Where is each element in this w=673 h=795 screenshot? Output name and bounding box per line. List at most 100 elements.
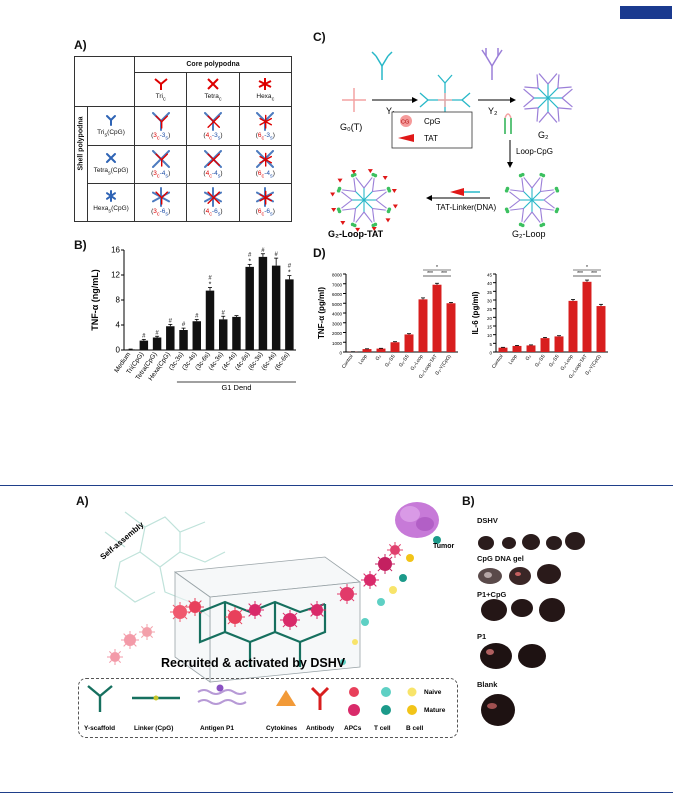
mature-label: Mature — [424, 707, 446, 714]
cell-2-1: (4c-6s) — [186, 182, 240, 223]
row-hexa: Hexas(CpG) — [87, 182, 135, 223]
y-tick-label: 4 — [116, 321, 121, 330]
bar — [232, 316, 241, 350]
bottom-b-label: B) — [462, 494, 475, 508]
bottom-a-label: A) — [76, 494, 89, 508]
legend-cpg: CpG — [424, 117, 440, 126]
cell-4 — [189, 601, 201, 613]
g0-label: G₀(T) — [340, 122, 362, 132]
tumors-dshv — [478, 532, 585, 550]
g0-core — [342, 88, 366, 112]
cell-2-0: (3c-6s) — [133, 182, 188, 223]
bcell-label: B cell — [406, 725, 424, 732]
y-tick-label: 15 — [487, 325, 493, 330]
bcell-naive-icon — [407, 687, 417, 697]
sig-label: *** — [427, 271, 433, 277]
group-blank: Blank — [477, 680, 498, 689]
y-tick-label: 0 — [116, 346, 121, 355]
bar — [271, 265, 281, 350]
sig-label: *** — [441, 271, 447, 277]
tumors-blank — [481, 694, 515, 726]
y-tick-label: 6000 — [332, 292, 343, 297]
bar — [404, 334, 414, 352]
cell-0-1: (4c-3s) — [186, 106, 240, 146]
y-tick-label: 7000 — [332, 282, 343, 287]
scaffold-network — [198, 600, 327, 667]
hash-label: # — [222, 310, 226, 316]
y1-icon — [371, 51, 393, 80]
y2-label: Y₂ — [488, 106, 498, 116]
bar — [498, 347, 508, 352]
g2-loop-label: G₂-Loop — [512, 229, 546, 239]
legend-icons: Naive Mature Y-scaffold Linker (CpG) Ant… — [84, 684, 446, 732]
col-hexa: Hexac — [238, 72, 293, 108]
tumors-cpg-gel — [478, 564, 561, 585]
y1-label: Y₁ — [386, 106, 395, 116]
y-axis-label: TNF-α (pg/ml) — [317, 287, 326, 339]
cell-19 — [340, 659, 346, 665]
cell-21 — [433, 536, 441, 544]
category-label: G₂ — [525, 354, 533, 362]
sig-label: *** — [577, 271, 583, 277]
cell-11 — [378, 557, 392, 571]
y-tick-label: 45 — [487, 273, 493, 278]
cell-15 — [406, 554, 414, 562]
category-label: G₂-SS — [398, 354, 411, 369]
sig-label: * — [436, 265, 438, 271]
group-dshv: DSHV — [477, 516, 498, 525]
star-label: * — [248, 258, 251, 265]
y-tick-label: 8 — [116, 296, 121, 305]
bar — [285, 279, 294, 350]
hash-label: # — [248, 252, 252, 258]
bar — [568, 300, 578, 352]
cell-13 — [377, 598, 385, 606]
hash-label: # — [195, 313, 199, 319]
apc-naive-icon — [349, 687, 359, 697]
cell-1-2: (6c-4s) — [238, 144, 293, 184]
cell-3 — [173, 605, 187, 619]
g2-label: G₂ — [538, 130, 549, 140]
category-label: G₂-SS — [384, 354, 397, 369]
bar — [582, 281, 592, 352]
cytokine-icon — [276, 690, 296, 706]
hash-label: # — [182, 322, 186, 328]
cell-5 — [228, 610, 242, 624]
cell-0-2: (6c-3s) — [238, 106, 293, 146]
category-label: G₂-Loop — [409, 353, 424, 371]
bar — [192, 321, 202, 350]
sig-label: * — [586, 265, 588, 271]
y-tick-label: 8000 — [332, 273, 343, 278]
cell-1-0: (3c-4s) — [133, 144, 188, 184]
col-tri: Tric — [133, 72, 188, 108]
bar — [258, 256, 268, 350]
y-axis-label: TNF-α (ng/mL) — [90, 269, 100, 331]
cytokines-label: Cytokines — [266, 725, 297, 732]
y-tick-label: 5000 — [332, 302, 343, 307]
y-tick-label: 1000 — [332, 341, 343, 346]
tumor-label: Tumor — [433, 543, 455, 550]
category-label: Control — [491, 354, 505, 370]
x-axis-label: G1 Dend — [221, 383, 251, 390]
y-scaffold-icon — [87, 685, 113, 712]
y-tick-label: 35 — [487, 290, 493, 295]
legend-tat: TAT — [424, 134, 438, 143]
dshv-illustration: Self-assembly Tumor Recruited & activate… — [99, 502, 455, 683]
cell-0-0: (3c-3s) — [133, 106, 188, 146]
bar — [526, 345, 536, 352]
group-cpg-gel: CpG DNA gel — [477, 554, 524, 563]
g2-loop-tat-dendrimer — [330, 169, 398, 232]
panel-a-label: A) — [74, 38, 87, 52]
bar — [596, 306, 606, 352]
cell-9 — [340, 587, 354, 601]
cell-7 — [283, 613, 297, 627]
cell-0 — [110, 652, 120, 662]
bar — [245, 266, 254, 350]
naive-label: Naive — [424, 689, 442, 696]
hydrogel-cube — [173, 556, 362, 683]
bar — [432, 284, 442, 352]
category-label: Control — [341, 354, 355, 370]
tcell-naive-icon — [381, 687, 391, 697]
g2-loop-tat-label: G₂-Loop-TAT — [328, 229, 384, 239]
bar — [205, 290, 215, 350]
y-tick-label: 30 — [487, 299, 493, 304]
